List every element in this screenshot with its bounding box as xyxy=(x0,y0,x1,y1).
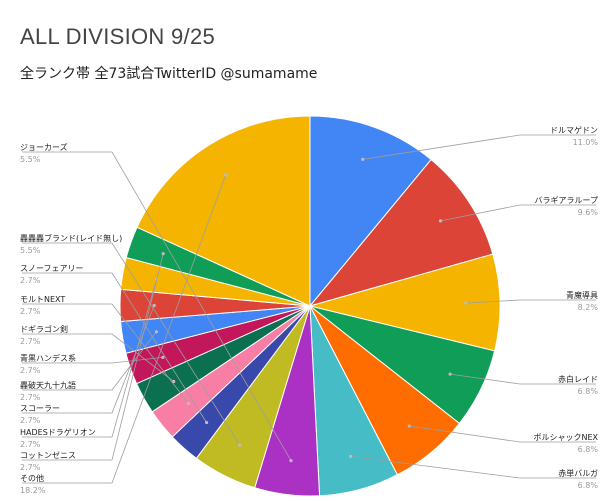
slice-label-3: 赤白レイド xyxy=(558,374,598,384)
leader-dot-3 xyxy=(448,372,452,376)
slice-label-14: HADESドラゲリオン xyxy=(20,427,96,437)
slice-percent-11: 2.7% xyxy=(20,366,41,375)
pie-slice-2[interactable] xyxy=(308,253,501,352)
leader-dot-7 xyxy=(238,443,242,447)
slice-percent-2: 8.2% xyxy=(578,303,599,312)
leader-line-8 xyxy=(22,272,207,423)
leader-line-12 xyxy=(22,331,157,391)
leader-line-4 xyxy=(409,425,596,443)
leader-line-13 xyxy=(22,305,155,414)
leader-line-11 xyxy=(22,357,163,364)
slice-percent-16: 18.2% xyxy=(20,486,46,495)
leader-dot-8 xyxy=(205,420,209,425)
pie-slice-1[interactable] xyxy=(308,158,494,307)
leader-line-5 xyxy=(350,456,596,479)
slice-label-0: ドルマゲドン xyxy=(550,125,598,135)
slice-percent-15: 2.7% xyxy=(20,463,41,472)
slice-label-7: 轟轟轟ブランド(レイド無し) xyxy=(20,233,122,243)
slice-percent-12: 2.7% xyxy=(20,393,41,402)
leader-line-3 xyxy=(450,373,596,385)
pie-slices xyxy=(119,115,501,497)
slice-percent-4: 6.8% xyxy=(578,445,599,454)
leader-line-10 xyxy=(22,333,174,382)
slice-percent-7: 5.5% xyxy=(20,246,41,255)
slice-label-6: ジョーカーズ xyxy=(20,142,68,152)
slice-label-11: 青黒ハンデス系 xyxy=(20,353,76,363)
pie-slice-0[interactable] xyxy=(309,115,432,308)
chart-subtitle: 全ランク帯 全73試合TwitterID @sumamame xyxy=(20,66,318,82)
slice-percent-14: 2.7% xyxy=(20,440,41,449)
leader-dot-2 xyxy=(464,301,468,305)
slice-label-12: 轟破天九十九語 xyxy=(20,380,76,390)
leader-dot-12 xyxy=(154,330,158,334)
leader-dot-16 xyxy=(224,173,228,177)
leader-dot-0 xyxy=(361,157,365,161)
slice-label-10: ドギラゴン剣 xyxy=(20,324,68,334)
slice-label-16: その他 xyxy=(20,473,44,483)
slice-label-13: スコーラー xyxy=(20,404,60,413)
leader-line-9 xyxy=(22,303,189,404)
leader-line-0 xyxy=(362,134,596,160)
leader-line-15 xyxy=(22,253,164,461)
leader-dot-1 xyxy=(438,219,443,223)
leader-dot-9 xyxy=(186,401,190,405)
chart-title: ALL DIVISION 9/25 xyxy=(20,24,216,49)
slice-label-8: スノーフェアリー xyxy=(20,264,84,273)
slice-percent-3: 6.8% xyxy=(578,387,599,396)
slice-label-1: バラギアラループ xyxy=(534,196,598,205)
pie-slice-16[interactable] xyxy=(136,115,311,307)
slice-percent-0: 11.0% xyxy=(573,138,599,147)
slice-percent-1: 9.6% xyxy=(578,208,599,217)
slice-label-9: モルトNEXT xyxy=(20,295,65,304)
slice-percent-8: 2.7% xyxy=(20,276,41,285)
leader-dot-15 xyxy=(161,252,165,256)
slice-percent-10: 2.7% xyxy=(20,337,41,346)
leader-line-14 xyxy=(22,279,157,438)
leader-line-7 xyxy=(22,242,241,446)
leader-dot-11 xyxy=(161,355,165,359)
slice-percent-6: 5.5% xyxy=(20,155,41,164)
slice-percent-5: 6.8% xyxy=(578,481,599,490)
slice-label-2: 青魔導具 xyxy=(566,290,598,300)
leader-dot-10 xyxy=(172,379,176,384)
leader-line-16 xyxy=(22,174,227,484)
slice-label-5: 赤単バルガ xyxy=(558,468,598,478)
leader-dot-6 xyxy=(289,459,293,463)
leader-dot-4 xyxy=(407,424,411,428)
leader-line-1 xyxy=(440,204,596,222)
slice-label-4: ボルシャックNEX xyxy=(533,433,598,442)
leader-line-2 xyxy=(465,299,596,304)
leader-line-6 xyxy=(22,151,292,461)
slice-percent-13: 2.7% xyxy=(20,416,41,425)
pie-labels: ドルマゲドン 11.0% バラギアラループ 9.6% 青魔導具 8.2% 赤白レイド 6.8%… xyxy=(20,125,599,495)
slice-percent-9: 2.7% xyxy=(20,307,41,316)
slice-label-15: コットンゼニス xyxy=(20,450,76,460)
leader-dot-5 xyxy=(349,454,353,458)
leader-dot-13 xyxy=(152,303,156,308)
